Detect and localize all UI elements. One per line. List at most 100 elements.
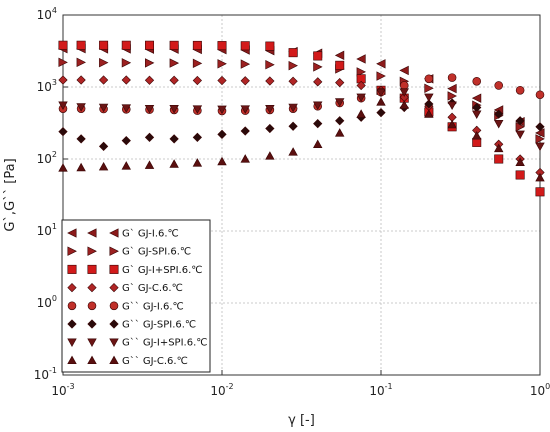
data-point <box>376 59 386 69</box>
data-point <box>144 160 155 169</box>
data-point <box>335 98 345 107</box>
data-point <box>424 93 434 103</box>
legend-box <box>61 219 211 373</box>
y-tick-label: 100 <box>37 294 57 310</box>
data-point <box>313 118 323 129</box>
legend-entry: G`` GJ-C.6.℃ <box>67 355 188 367</box>
legend-marker <box>67 338 77 348</box>
legend-label: G`` GJ-I+SPI.6.℃ <box>122 337 207 349</box>
data-point <box>399 100 409 109</box>
legend-entry: G` GJ-I+SPI.6.℃ <box>67 264 202 276</box>
data-point <box>376 71 386 81</box>
data-point <box>58 127 68 137</box>
data-point <box>192 75 202 86</box>
data-point <box>494 154 504 164</box>
data-point <box>192 58 203 69</box>
data-point <box>288 147 298 156</box>
data-point <box>192 158 203 167</box>
data-point <box>58 101 68 110</box>
data-point <box>76 162 86 172</box>
legend-marker <box>109 338 119 348</box>
x-tick-label: 100 <box>530 382 550 398</box>
data-point <box>217 129 227 139</box>
legend-entry: G` GJ-SPI.6.℃ <box>67 246 191 258</box>
data-point <box>240 76 250 86</box>
data-point <box>99 57 109 68</box>
data-point <box>265 151 275 160</box>
legend-label: G`` GJ-I.6.℃ <box>122 300 184 312</box>
data-point <box>192 105 203 114</box>
data-point <box>192 132 202 142</box>
data-point <box>356 93 366 103</box>
data-point <box>535 134 545 144</box>
data-point <box>447 91 457 101</box>
data-point <box>515 157 525 166</box>
data-point <box>535 122 545 132</box>
legend-marker <box>109 355 119 365</box>
data-point <box>356 80 366 91</box>
data-point <box>144 105 155 114</box>
legend-label: G` GJ-SPI.6.℃ <box>122 246 191 258</box>
data-point <box>98 141 109 151</box>
series-1 <box>58 57 545 144</box>
y-tick-base: 10 <box>37 80 52 94</box>
y-tick-label: 103 <box>37 78 57 94</box>
data-point <box>240 154 250 163</box>
data-point <box>471 93 482 103</box>
data-point <box>447 73 457 82</box>
y-tick-base: 10 <box>37 152 52 166</box>
data-point <box>265 76 275 86</box>
data-point <box>494 81 504 90</box>
legend-entry: G`` GJ-I+SPI.6.℃ <box>67 337 207 349</box>
x-axis-title: γ [-] <box>288 413 315 428</box>
data-point <box>313 139 323 148</box>
series-5 <box>58 98 545 151</box>
legend-label: G` GJ-I+SPI.6.℃ <box>122 264 202 276</box>
data-point <box>334 50 345 61</box>
data-point <box>335 60 345 70</box>
data-point <box>58 75 68 85</box>
data-point <box>169 58 180 68</box>
legend-entry: G` GJ-C.6.℃ <box>67 282 183 294</box>
data-point <box>313 77 323 87</box>
data-point <box>265 105 275 114</box>
data-point <box>98 103 109 113</box>
x-tick-exponent: -2 <box>226 382 234 391</box>
legend-marker <box>67 282 77 293</box>
data-point <box>217 75 227 86</box>
legend-marker <box>67 246 77 256</box>
y-tick-label: 101 <box>37 222 57 238</box>
legend-marker <box>87 228 97 238</box>
data-point <box>535 172 545 182</box>
legend-marker <box>109 319 119 329</box>
data-point <box>121 58 132 68</box>
data-point <box>472 130 482 140</box>
data-point <box>76 57 86 68</box>
data-point <box>76 75 86 85</box>
legend-marker <box>67 264 77 274</box>
data-point <box>121 161 131 170</box>
data-point <box>424 109 434 118</box>
x-tick-exponent: -3 <box>67 382 75 391</box>
legend-marker <box>67 228 77 238</box>
data-point <box>535 142 545 152</box>
data-point <box>99 40 109 50</box>
y-tick-exponent: -1 <box>49 366 57 375</box>
data-point <box>399 81 409 90</box>
x-axis-ticks: 10-3 10-2 10-1 100 <box>51 370 550 398</box>
data-point <box>192 40 202 50</box>
legend-marker <box>87 246 97 256</box>
x-tick-base: 10 <box>530 384 545 398</box>
legend-marker <box>109 246 119 256</box>
data-point <box>145 58 155 68</box>
legend-label: G`` GJ-SPI.6.℃ <box>122 319 196 331</box>
data-point <box>58 57 68 68</box>
data-point <box>145 40 155 50</box>
legend-marker <box>87 282 97 293</box>
data-point <box>447 83 457 94</box>
data-point <box>356 109 366 118</box>
x-tick-exponent: 0 <box>545 382 550 391</box>
y-axis-title: G`,G`` [Pa] <box>3 158 18 231</box>
